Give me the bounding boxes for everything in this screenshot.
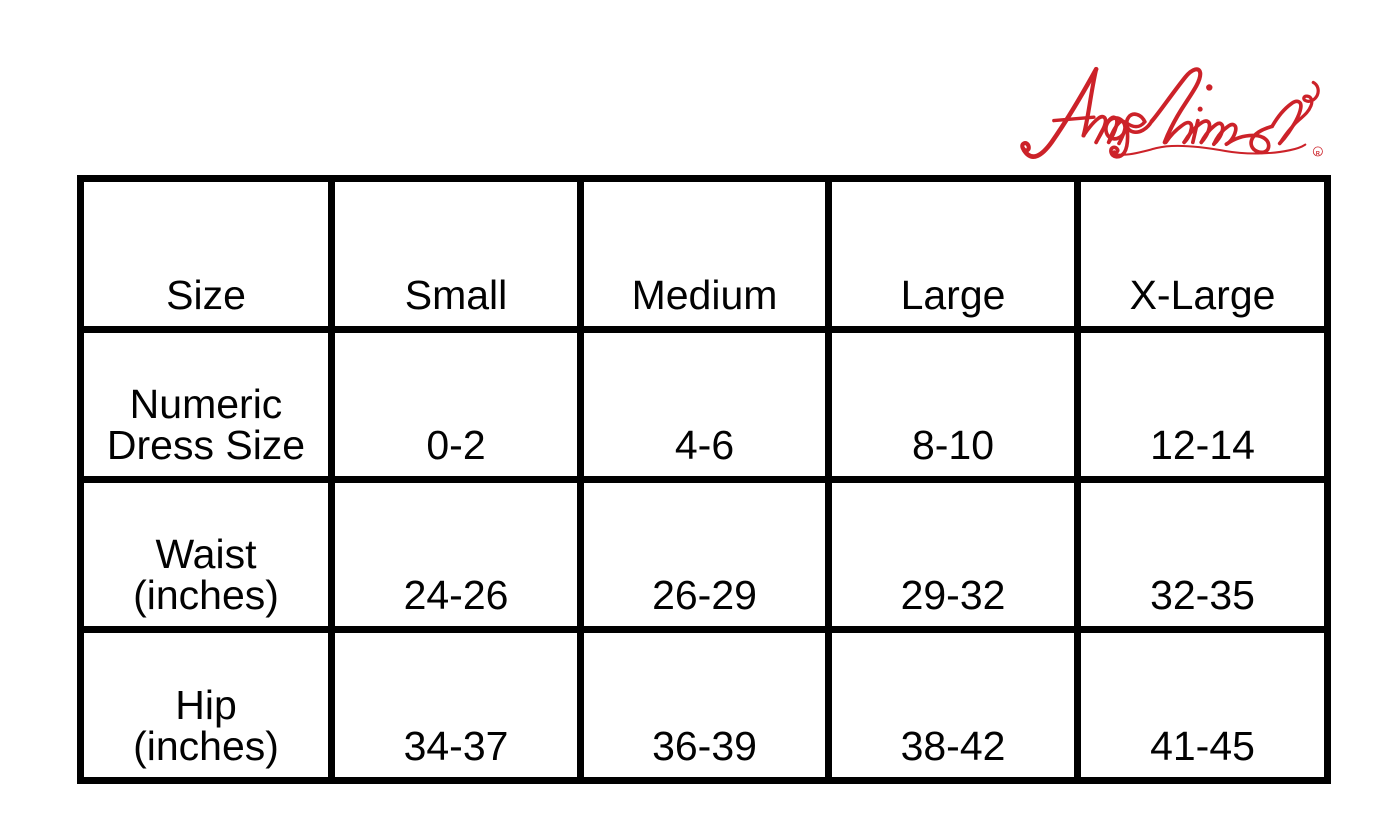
svg-text:R: R: [1316, 151, 1320, 157]
